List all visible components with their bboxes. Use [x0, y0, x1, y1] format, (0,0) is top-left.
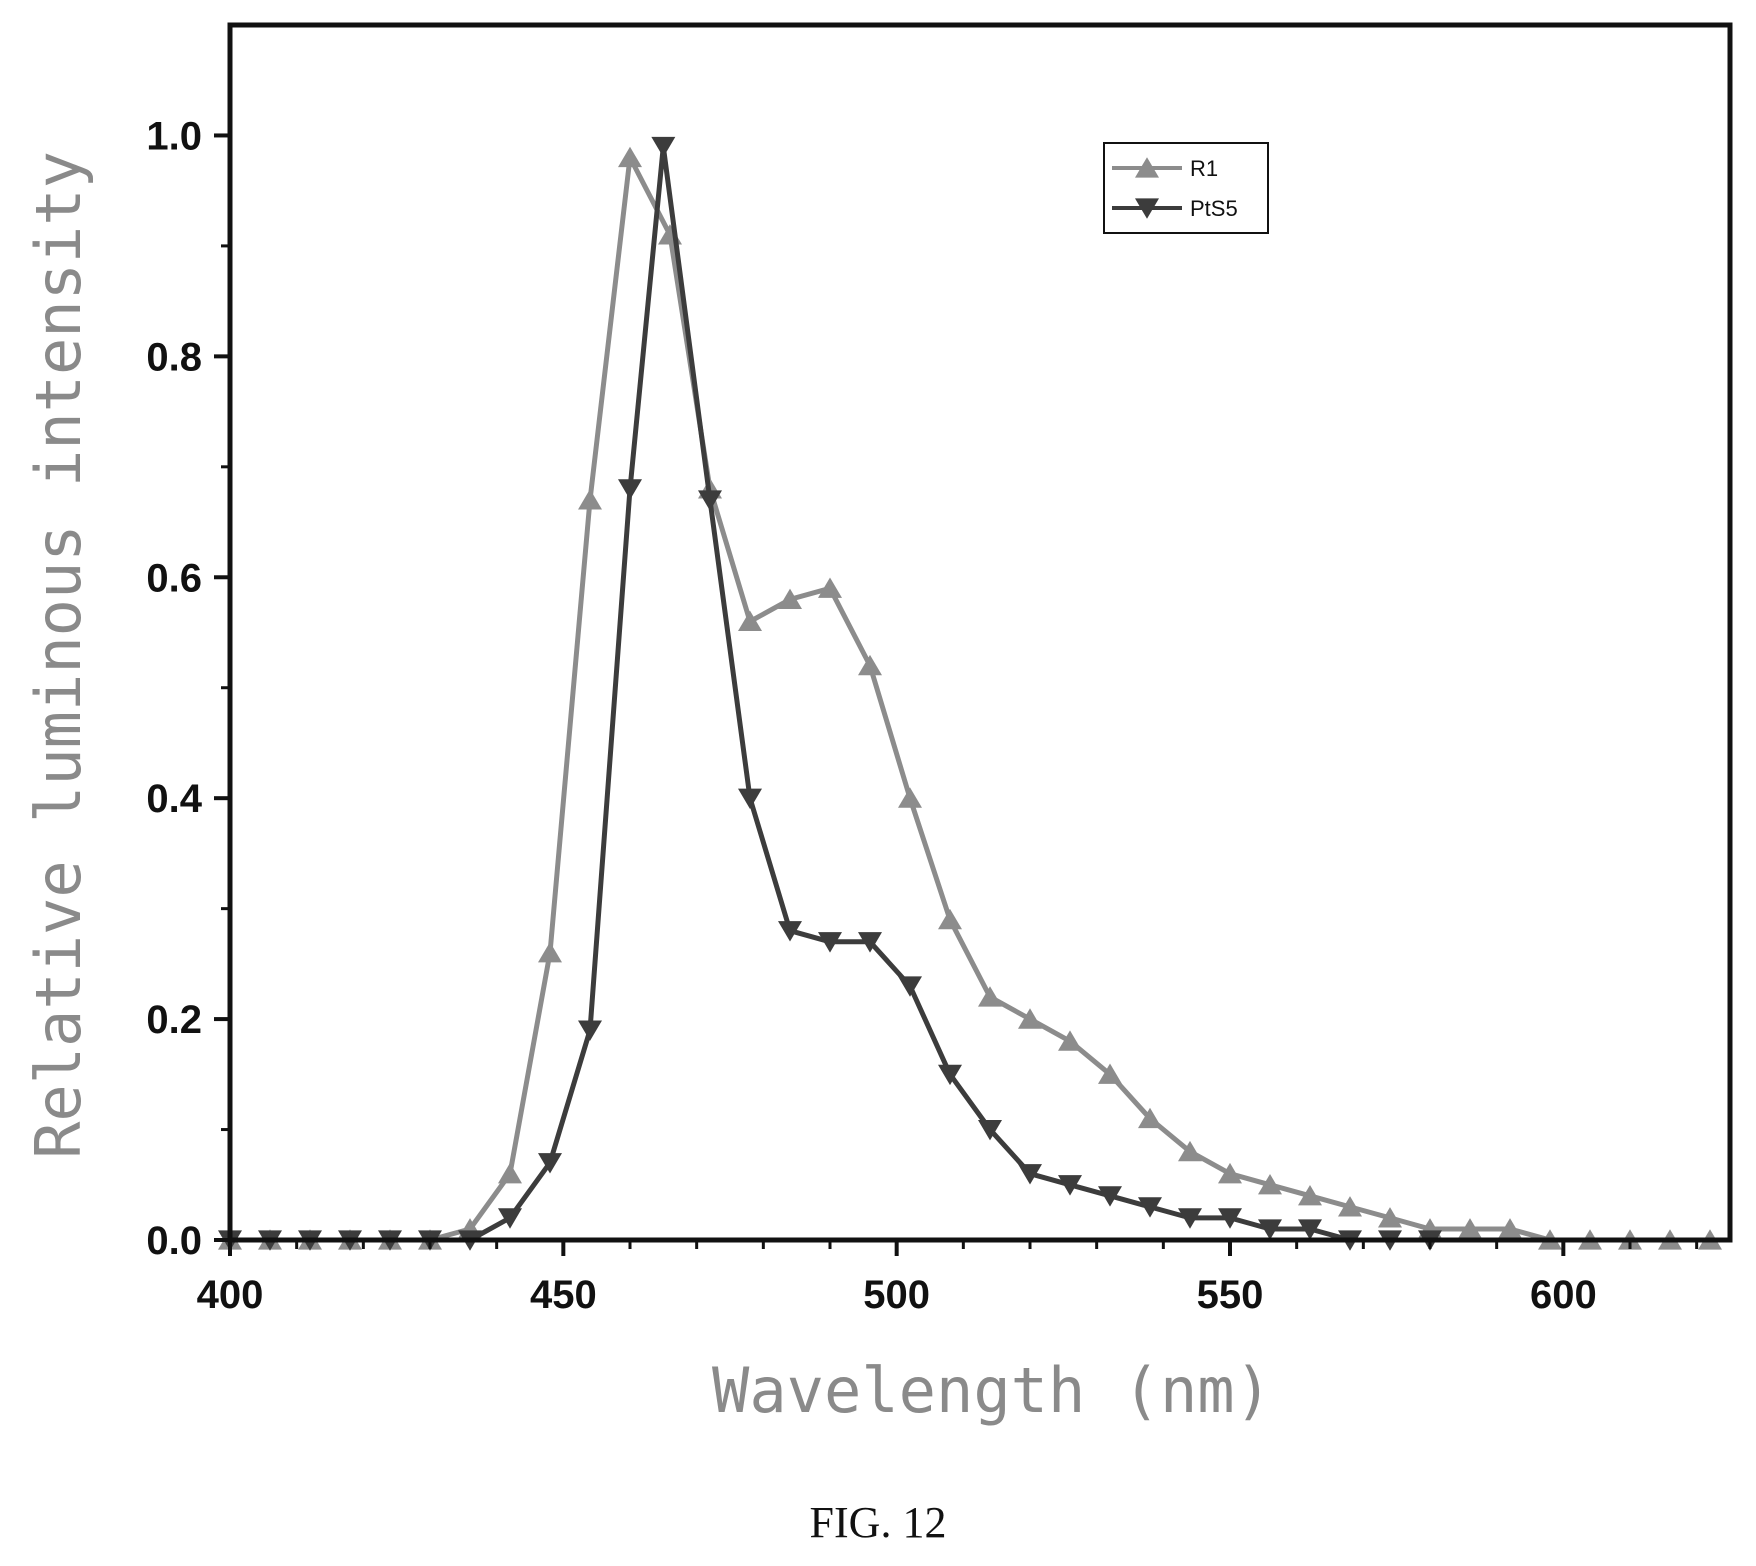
y-tick-label: 1.0 [146, 114, 202, 158]
legend-item-r1: R1 [1112, 156, 1218, 181]
legend-label: R1 [1190, 156, 1218, 181]
data-point [498, 1162, 522, 1184]
data-point [778, 921, 802, 942]
data-point [1138, 1197, 1162, 1218]
data-point [578, 1020, 602, 1041]
data-point [938, 1064, 962, 1086]
data-point [1178, 1140, 1202, 1162]
data-point [858, 654, 882, 676]
y-axis-title: Relative luminous intensity [22, 151, 95, 1159]
data-point [1018, 1008, 1042, 1029]
data-point [1018, 1164, 1042, 1185]
y-tick-label: 0.8 [146, 335, 202, 379]
legend-box [1103, 142, 1269, 234]
data-point [538, 942, 562, 963]
data-point [858, 932, 882, 953]
data-point [1098, 1186, 1122, 1207]
series-line-r1 [230, 155, 1710, 1243]
data-point [1258, 1219, 1282, 1240]
data-point [1458, 1218, 1482, 1239]
y-tick-label: 0.0 [146, 1219, 202, 1263]
series-line-pts5 [230, 144, 1430, 1243]
data-point [1498, 1218, 1522, 1239]
data-point [1378, 1207, 1402, 1228]
data-point [1058, 1030, 1082, 1051]
data-point [898, 976, 922, 997]
data-point [938, 908, 962, 930]
data-point [1178, 1208, 1202, 1229]
x-tick-label: 400 [197, 1273, 264, 1317]
legend-marker [1135, 157, 1159, 178]
y-tick-label: 0.4 [146, 777, 202, 821]
data-point [778, 588, 802, 609]
y-tick-label: 0.2 [146, 998, 202, 1042]
data-point [898, 787, 922, 808]
legend-label: PtS5 [1190, 196, 1238, 221]
data-point [1218, 1208, 1242, 1229]
x-tick-label: 550 [1197, 1273, 1264, 1317]
legend-item-pts5: PtS5 [1112, 196, 1238, 221]
series-layer [218, 136, 1722, 1251]
data-point [618, 479, 642, 500]
series-pts5 [218, 136, 1442, 1251]
data-point [1338, 1196, 1362, 1217]
series-r1 [218, 146, 1722, 1250]
data-point [1258, 1173, 1282, 1195]
x-tick-label: 450 [530, 1273, 597, 1317]
data-point [1298, 1185, 1322, 1206]
data-point [578, 489, 602, 510]
data-point [498, 1208, 522, 1229]
data-point [1098, 1063, 1122, 1084]
data-point [978, 1119, 1002, 1141]
legend: R1 PtS5 [1103, 142, 1269, 234]
x-tick-label: 600 [1530, 1273, 1597, 1317]
data-point [738, 610, 762, 632]
data-point [818, 932, 842, 953]
data-point [538, 1153, 562, 1174]
data-point [651, 136, 676, 158]
data-point [978, 986, 1002, 1007]
legend-marker [1135, 198, 1159, 219]
data-point [1218, 1162, 1242, 1184]
x-axis-title: Wavelength (nm) [712, 1354, 1272, 1427]
data-point [738, 788, 762, 809]
data-point [1298, 1219, 1322, 1240]
data-point [1138, 1107, 1162, 1129]
data-point [658, 224, 682, 245]
data-point [818, 577, 842, 598]
data-point [698, 490, 722, 511]
y-tick-label: 0.6 [146, 556, 202, 600]
axes-layer: 400 450 500 550 600 0.0 0.2 0.4 0.6 0.8 1.0 [146, 22, 1733, 1317]
data-point [1058, 1175, 1082, 1196]
plot-frame [227, 22, 1733, 1243]
data-point [618, 146, 642, 168]
figure-caption: FIG. 12 [810, 1498, 947, 1547]
x-tick-label: 500 [863, 1273, 930, 1317]
